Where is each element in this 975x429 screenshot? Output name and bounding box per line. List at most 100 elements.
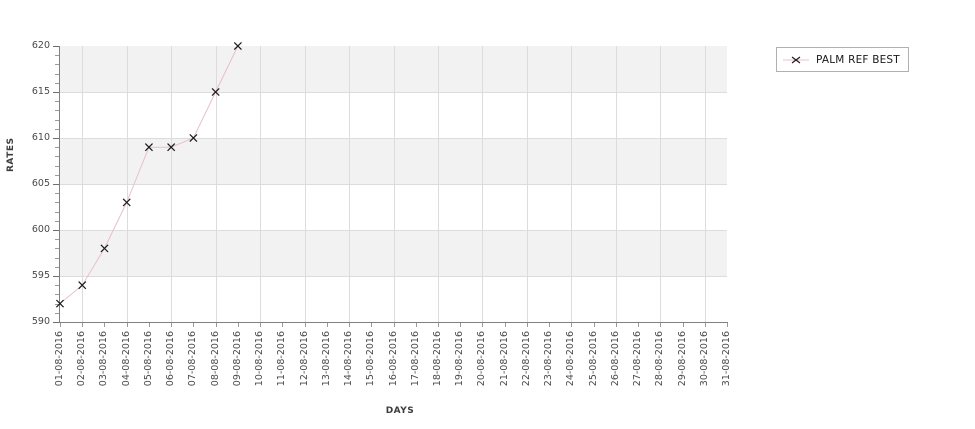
x-tick-label: 19-08-2016 (454, 331, 466, 387)
x-tick (371, 323, 372, 327)
data-point-marker (211, 87, 220, 97)
x-tick-label: 27-08-2016 (632, 331, 644, 387)
x-tick (438, 323, 439, 327)
y-tick-label: 595 (31, 270, 50, 281)
gridline-vertical (527, 46, 528, 322)
y-tick-minor (55, 166, 59, 167)
x-tick-label: 13-08-2016 (320, 331, 332, 387)
x-tick (193, 323, 194, 327)
y-tick-minor (55, 193, 59, 194)
gridline-vertical (660, 46, 661, 322)
y-axis-spine (59, 46, 60, 323)
y-tick-minor (55, 221, 59, 222)
x-tick-label: 17-08-2016 (409, 331, 421, 387)
x-tick-label: 28-08-2016 (654, 331, 666, 387)
legend-entry-label: PALM REF BEST (816, 53, 900, 66)
x-tick (571, 323, 572, 327)
y-tick-minor (55, 304, 59, 305)
gridline-horizontal (60, 92, 727, 93)
gridline-horizontal (60, 184, 727, 185)
y-tick-major (53, 276, 59, 277)
x-tick-label: 08-08-2016 (209, 331, 221, 387)
y-tick-major (53, 322, 59, 323)
plot-area (60, 46, 727, 322)
x-tick-label: 26-08-2016 (609, 331, 621, 387)
data-point-marker (55, 299, 65, 308)
gridline-vertical (216, 46, 217, 322)
x-tick-label: 22-08-2016 (520, 331, 532, 387)
x-tick-label: 20-08-2016 (476, 331, 488, 387)
gridline-vertical (571, 46, 572, 322)
x-tick-label: 21-08-2016 (498, 331, 510, 387)
x-tick (327, 323, 328, 327)
series-line (59, 45, 239, 304)
x-tick (104, 323, 105, 327)
data-point-marker (144, 143, 153, 152)
legend: PALM REF BEST (776, 47, 909, 72)
series-layer (55, 41, 242, 308)
x-tick-label: 30-08-2016 (698, 331, 710, 387)
y-tick-minor (55, 156, 59, 157)
x-tick (82, 323, 83, 327)
x-tick-label: 11-08-2016 (276, 331, 288, 387)
gridline-vertical (127, 46, 128, 322)
y-tick-minor (55, 212, 59, 213)
x-tick (660, 323, 661, 327)
legend-marker-icon (783, 56, 809, 63)
y-tick-minor (55, 83, 59, 84)
data-point-marker (167, 143, 176, 152)
x-tick-label: 05-08-2016 (142, 331, 154, 387)
x-tick (549, 323, 550, 327)
x-tick (705, 323, 706, 327)
gridline-horizontal (60, 276, 727, 277)
x-tick (60, 323, 61, 327)
data-point-marker (189, 133, 198, 143)
x-tick (505, 323, 506, 327)
y-tick-minor (55, 74, 59, 75)
gridline-vertical (438, 46, 439, 322)
gridline-vertical (349, 46, 350, 322)
y-tick-minor (55, 120, 59, 121)
y-tick-minor (55, 175, 59, 176)
data-point-marker (78, 281, 87, 290)
x-tick-label: 29-08-2016 (676, 331, 688, 387)
x-tick (616, 323, 617, 327)
y-tick-minor (55, 202, 59, 203)
y-tick-major (53, 138, 59, 139)
y-tick-label: 600 (31, 224, 50, 235)
x-tick-label: 03-08-2016 (98, 331, 110, 387)
y-tick-label: 610 (31, 132, 50, 143)
x-tick-label: 02-08-2016 (76, 331, 88, 387)
x-tick-label: 06-08-2016 (165, 331, 177, 387)
y-tick-minor (55, 64, 59, 65)
gridline-vertical (482, 46, 483, 322)
y-tick-major (53, 92, 59, 93)
x-tick (260, 323, 261, 327)
x-tick-label: 24-08-2016 (565, 331, 577, 387)
x-tick (238, 323, 239, 327)
x-tick (727, 323, 728, 327)
x-tick-label: 31-08-2016 (721, 331, 732, 387)
y-tick-minor (55, 129, 59, 130)
x-tick (349, 323, 350, 327)
x-tick (416, 323, 417, 327)
gridline-vertical (260, 46, 261, 322)
y-tick-minor (55, 313, 59, 314)
y-tick-label: 620 (31, 40, 50, 51)
x-tick (149, 323, 150, 327)
x-axis-title: DAYS (385, 406, 415, 416)
y-tick-label: 605 (31, 178, 50, 189)
data-point-marker (122, 198, 131, 207)
y-tick-minor (55, 258, 59, 259)
y-axis-title: RATES (6, 137, 16, 173)
y-tick-minor (55, 110, 59, 111)
x-tick (594, 323, 595, 327)
gridline-vertical (394, 46, 395, 322)
x-tick (482, 323, 483, 327)
gridline-vertical (171, 46, 172, 322)
x-tick (394, 323, 395, 327)
x-tick-label: 10-08-2016 (254, 331, 266, 387)
x-tick-label: 09-08-2016 (231, 331, 243, 387)
gridline-horizontal (60, 230, 727, 231)
x-axis-spine (59, 322, 728, 323)
